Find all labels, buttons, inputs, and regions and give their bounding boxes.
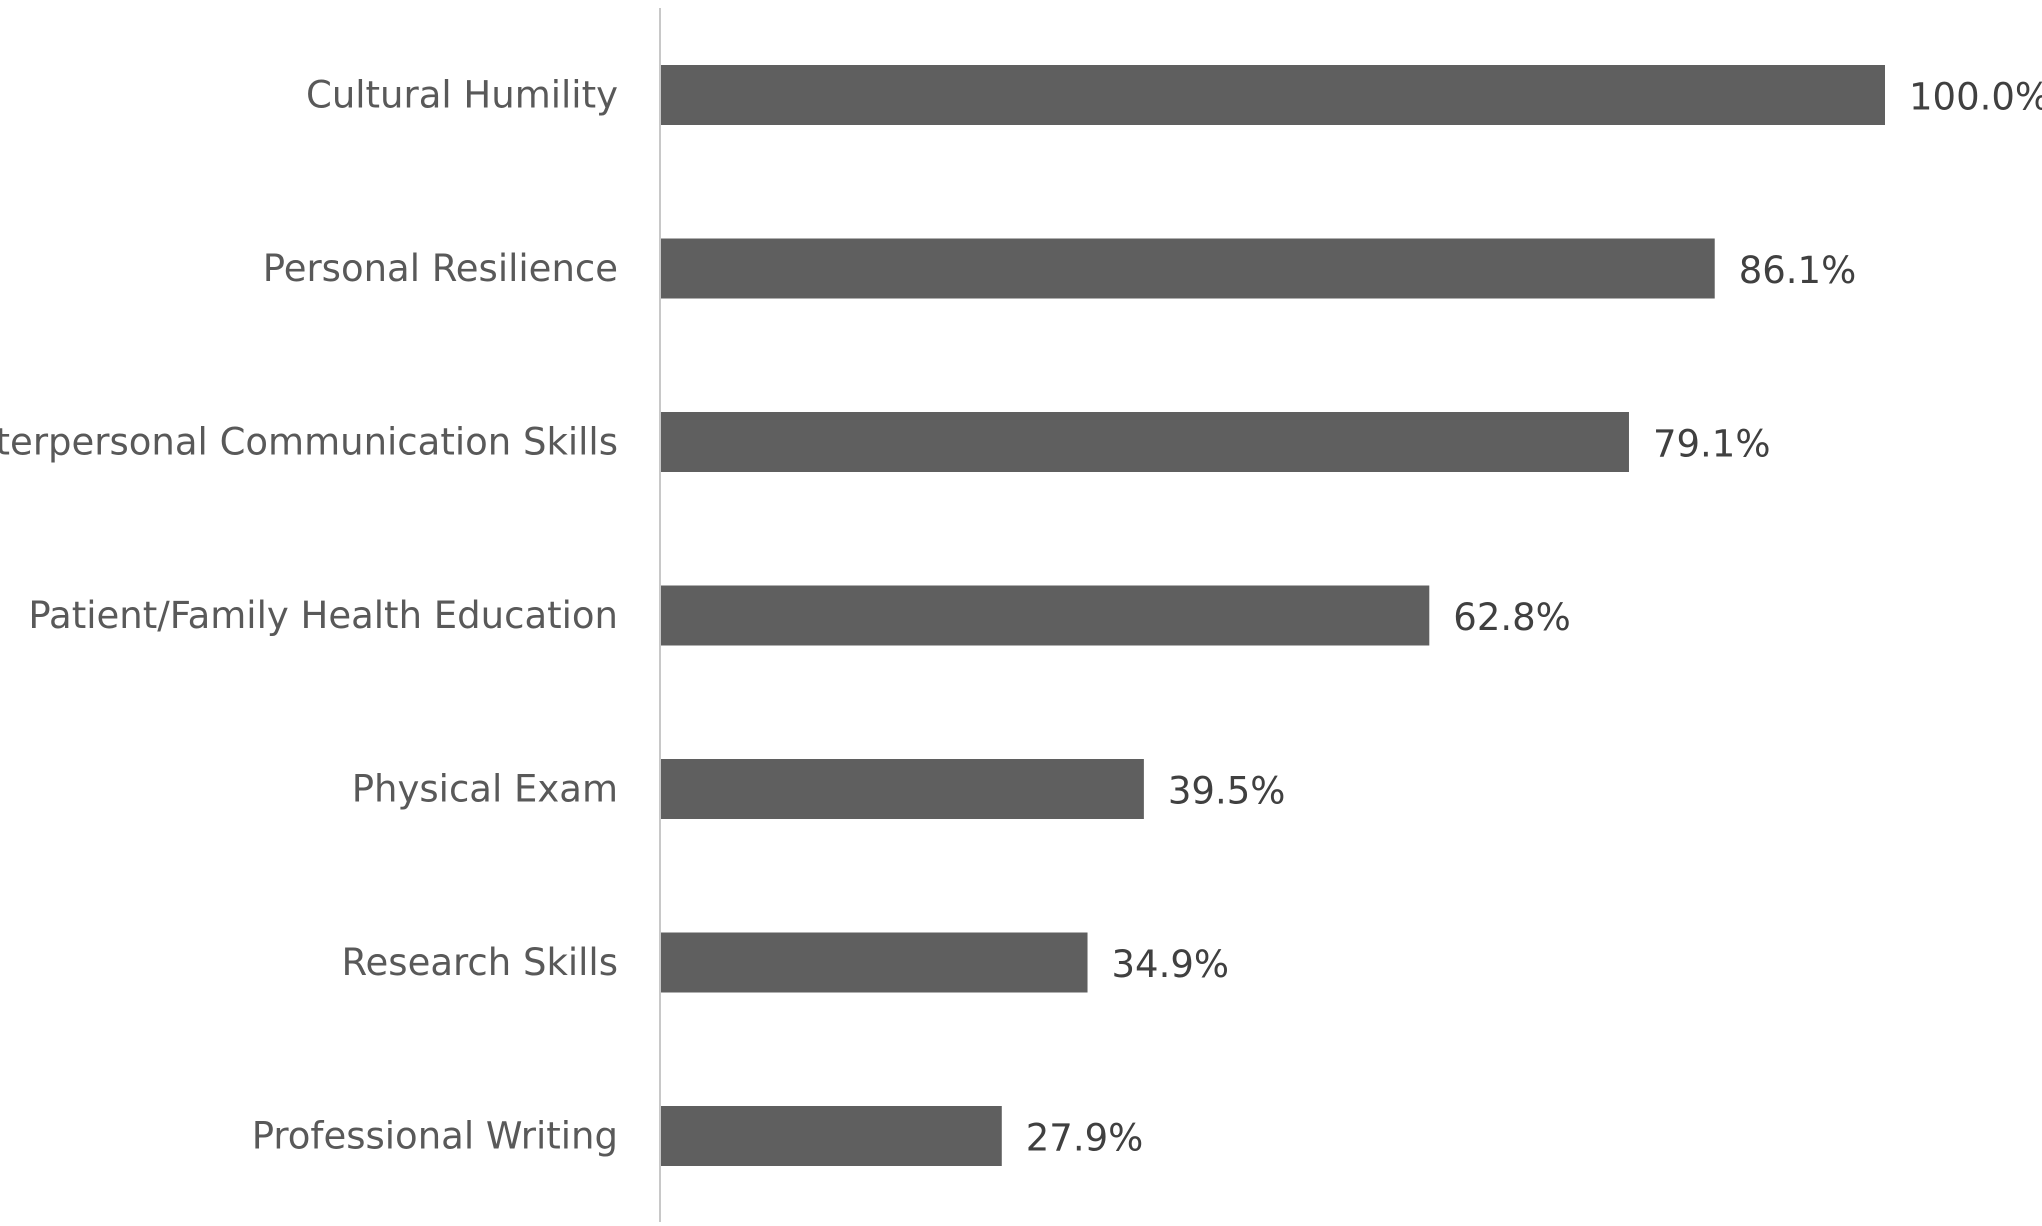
- bar: [660, 585, 1430, 646]
- value-label: 79.1%: [1653, 423, 1771, 466]
- bars-group: [660, 65, 1885, 1166]
- value-label: 100.0%: [1909, 76, 2042, 119]
- value-label: 34.9%: [1112, 943, 1230, 986]
- category-label: Research Skills: [341, 941, 618, 984]
- bar: [660, 759, 1144, 819]
- category-label: Personal Resilience: [263, 247, 618, 290]
- value-label: 62.8%: [1453, 596, 1571, 639]
- category-label: Physical Exam: [352, 768, 618, 811]
- category-labels-group: Cultural Humility Personal Resilience Inte…: [0, 74, 618, 1158]
- value-label: 39.5%: [1168, 770, 1286, 813]
- bar: [660, 932, 1088, 993]
- value-label: 27.9%: [1026, 1117, 1144, 1160]
- bar: [660, 412, 1629, 472]
- category-label: Interpersonal Communication Skills: [0, 421, 618, 464]
- bar: [660, 238, 1715, 299]
- category-label: Professional Writing: [252, 1115, 618, 1158]
- category-label: Patient/Family Health Education: [28, 594, 618, 637]
- bar: [660, 65, 1885, 125]
- bar: [660, 1106, 1002, 1166]
- value-label: 86.1%: [1739, 249, 1857, 292]
- value-labels-group: 100.0% 86.1% 79.1% 62.8% 39.5% 34.9% 27.9%: [1026, 76, 2042, 1160]
- category-label: Cultural Humility: [306, 74, 618, 117]
